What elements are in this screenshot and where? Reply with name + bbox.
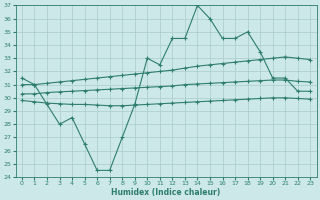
X-axis label: Humidex (Indice chaleur): Humidex (Indice chaleur) — [111, 188, 221, 197]
